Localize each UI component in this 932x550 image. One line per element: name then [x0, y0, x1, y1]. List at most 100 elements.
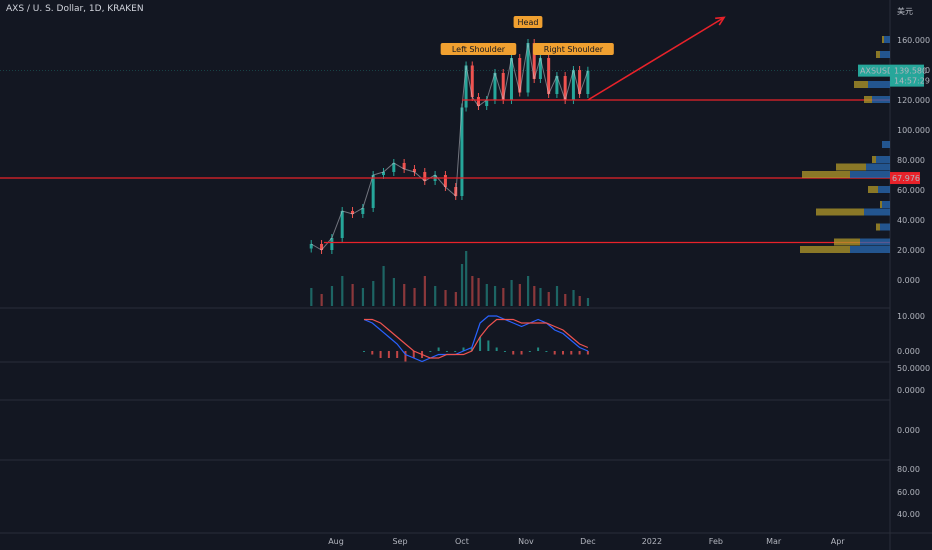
candle-body	[547, 58, 551, 94]
candle-body	[509, 58, 513, 100]
volume-bar	[423, 276, 426, 306]
chart-title: AXS / U. S. Dollar, 1D, KRAKEN	[6, 4, 144, 14]
candle-body	[309, 244, 313, 249]
volume-profile-buy	[882, 201, 890, 208]
macd-histogram-bar	[512, 351, 515, 355]
x-tick-label: Oct	[455, 537, 469, 546]
volume-bar	[572, 290, 575, 306]
pattern-annotation-label: Right Shoulder	[544, 45, 604, 54]
volume-bar	[564, 294, 567, 306]
candle-body	[485, 100, 489, 106]
volume-bar	[555, 286, 559, 306]
volume-profile-buy	[850, 171, 890, 178]
volume-profile-buy	[878, 186, 890, 193]
macd-line-macd	[363, 315, 589, 363]
macd-histogram-bar	[404, 351, 407, 362]
pattern-annotation-box	[533, 43, 614, 55]
pattern-annotation-box	[440, 43, 517, 55]
y-tick-label: 0.000	[897, 276, 920, 285]
volume-profile-sell	[836, 163, 866, 171]
candle-body	[470, 65, 474, 97]
macd-histogram-bar	[470, 347, 473, 351]
y-tick-label: 120.000	[897, 96, 930, 105]
pattern-annotation-label: Left Shoulder	[452, 45, 506, 54]
candle-body	[402, 163, 406, 169]
panel3-y-tick: 50.0000	[897, 364, 930, 373]
macd-histogram-bar	[437, 347, 440, 351]
x-tick-label: Mar	[766, 537, 782, 546]
volume-bar	[527, 276, 530, 306]
candle-body	[563, 76, 567, 100]
macd-histogram-bar	[445, 351, 448, 352]
volume-bar	[310, 288, 313, 306]
macd-histogram-bar	[495, 347, 498, 351]
volume-profile-sell	[880, 201, 882, 208]
x-tick-label: Apr	[831, 537, 846, 546]
candle-body	[464, 65, 468, 108]
macd-histogram-bar	[462, 347, 465, 351]
volume-profile-buy	[880, 51, 890, 58]
volume-bar	[485, 284, 488, 306]
macd-histogram-bar	[454, 351, 457, 352]
candle-body	[340, 211, 344, 238]
volume-profile-buy	[850, 246, 890, 253]
macd-histogram-bar	[396, 351, 399, 358]
panel5-y-tick: 60.00	[897, 488, 920, 497]
volume-bar	[518, 284, 521, 306]
volume-bar	[465, 251, 468, 306]
volume-bar	[382, 266, 385, 306]
x-tick-label: Sep	[392, 537, 407, 546]
volume-bar	[471, 276, 474, 306]
volume-bar	[372, 281, 375, 306]
price-line	[310, 42, 589, 251]
macd-histogram-bar	[387, 351, 390, 358]
candle-body	[320, 244, 324, 250]
volume-profile-sell	[872, 156, 876, 163]
x-tick-label: Nov	[518, 537, 534, 546]
candle-body	[538, 58, 542, 79]
volume-profile-buy	[884, 36, 890, 43]
volume-bar	[493, 286, 497, 306]
volume-profile-buy	[864, 208, 890, 216]
candle-body	[532, 43, 536, 79]
volume-bar	[460, 264, 464, 306]
macd-histogram-bar	[553, 351, 556, 355]
candle-body	[460, 107, 464, 196]
volume-bar	[413, 288, 416, 306]
candle-body	[361, 208, 365, 214]
macd-y-tick: 10.000	[897, 312, 925, 321]
volume-profile-sell	[800, 246, 850, 253]
volume-bar	[578, 296, 581, 306]
volume-profile-buy	[866, 163, 890, 171]
target-arrow-line	[587, 16, 725, 101]
volume-bar	[320, 294, 323, 306]
volume-profile-sell	[816, 208, 864, 216]
candle-body	[371, 175, 375, 208]
volume-profile-sell	[882, 36, 884, 43]
volume-profile-sell	[854, 81, 868, 88]
panel5-y-tick: 80.00	[897, 465, 920, 474]
volume-bar	[330, 286, 334, 306]
x-tick-label: Aug	[328, 537, 344, 546]
volume-bar	[539, 288, 542, 306]
macd-y-tick: 0.000	[897, 347, 920, 356]
volume-profile-buy	[880, 223, 890, 231]
symbol-tag-label: AXSUSD	[860, 67, 893, 76]
candle-body	[571, 70, 575, 100]
current-price-label: 139.580	[894, 67, 927, 76]
volume-bar	[477, 278, 480, 306]
macd-histogram-bar	[429, 351, 432, 352]
y-tick-label: 160.000	[897, 36, 930, 45]
candle-body	[518, 58, 522, 93]
pattern-annotation-box	[513, 16, 543, 28]
macd-histogram-bar	[412, 351, 415, 358]
candle-body	[526, 43, 530, 93]
candle-body	[423, 172, 427, 181]
volume-bar	[547, 292, 550, 306]
candle-body	[493, 73, 497, 100]
current-price-tag	[890, 64, 924, 87]
macd-histogram-bar	[520, 351, 523, 355]
y-tick-label: 20.000	[897, 246, 925, 255]
macd-histogram-bar	[371, 351, 374, 355]
